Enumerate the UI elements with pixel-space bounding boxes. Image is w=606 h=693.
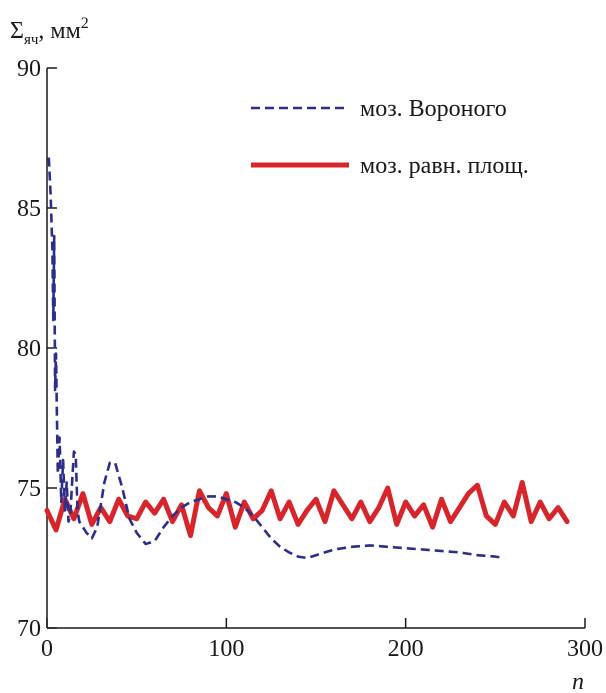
legend: моз. Вороного моз. равн. площ. xyxy=(251,96,529,179)
series-line-2 xyxy=(44,479,570,539)
x-tick-label: 0 xyxy=(41,636,53,662)
y-tick-label: 80 xyxy=(17,336,41,362)
series-line-1 xyxy=(47,157,505,560)
y-tick-label: 90 xyxy=(17,56,41,82)
y-tick-label: 75 xyxy=(17,476,41,502)
y-tick-label: 70 xyxy=(17,616,41,642)
axes: 70 75 80 85 90 0 100 200 300 Σяч, мм2 n xyxy=(10,15,603,693)
x-tick-label: 200 xyxy=(388,636,424,662)
legend-label-1: моз. Вороного xyxy=(360,96,507,122)
x-axis-title: n xyxy=(572,669,584,693)
legend-label-2: моз. равн. площ. xyxy=(360,153,529,179)
x-tick-label: 100 xyxy=(208,636,244,662)
y-tick-label: 85 xyxy=(17,196,41,222)
y-axis-title: Σяч, мм2 xyxy=(10,15,89,48)
x-tick-label: 300 xyxy=(567,636,603,662)
series-layer xyxy=(44,157,570,560)
